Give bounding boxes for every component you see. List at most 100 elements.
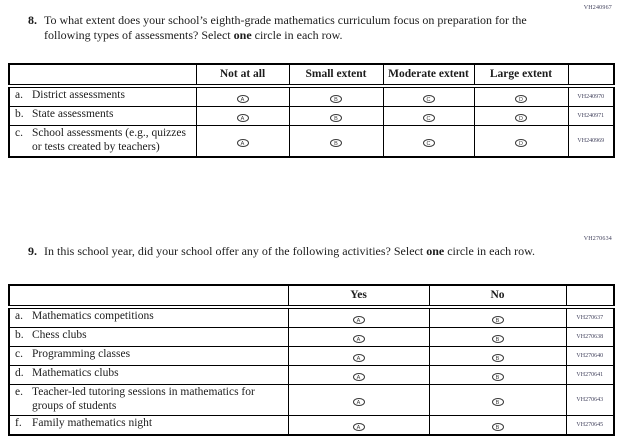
answer-cell: D: [473, 106, 569, 127]
question-9-text: In this school year, did your school off…: [44, 244, 552, 259]
table-row: a. Mathematics competitions A B VH270637: [8, 306, 615, 329]
row-label-inner: b. Chess clubs: [15, 329, 284, 343]
row-label: e. Teacher-led tutoring sessions in mathe…: [8, 384, 289, 416]
row-label-text: Chess clubs: [32, 329, 87, 342]
answer-cell: A: [195, 125, 290, 158]
answer-oval-b[interactable]: B: [491, 422, 504, 431]
question-text-segment: circle in each row.: [251, 27, 343, 42]
column-header-not-at-all: Not at all: [195, 63, 290, 89]
row-letter: d.: [15, 367, 24, 380]
answer-oval-b[interactable]: B: [330, 114, 342, 123]
table-row: d. Mathematics clubs A B VH270641: [8, 365, 615, 386]
table-row: c. School assessments (e.g., quizzes or t…: [8, 125, 615, 158]
answer-oval-a[interactable]: A: [352, 373, 365, 382]
table-row: f. Family mathematics night A B VH270645: [8, 414, 615, 436]
answer-cell: B: [428, 384, 567, 416]
answer-oval-b[interactable]: B: [491, 373, 504, 382]
row-label-text: District assessments: [32, 89, 125, 102]
answer-cell: C: [382, 106, 475, 127]
row-label: a. District assessments: [8, 85, 197, 108]
answer-oval-d[interactable]: D: [515, 95, 527, 104]
answer-oval-b[interactable]: B: [330, 95, 342, 104]
answer-oval-d[interactable]: D: [515, 114, 527, 123]
answer-oval-a[interactable]: A: [352, 354, 365, 363]
row-label: f. Family mathematics night: [8, 414, 289, 436]
answer-cell: A: [287, 384, 430, 416]
row-label: b. State assessments: [8, 106, 197, 127]
row-label-text: Mathematics competitions: [32, 310, 154, 323]
answer-cell: B: [288, 85, 384, 108]
column-header-large-extent: Large extent: [473, 63, 569, 89]
answer-oval-c[interactable]: C: [422, 95, 435, 104]
row-label: a. Mathematics competitions: [8, 306, 289, 329]
answer-cell: A: [287, 414, 430, 436]
answer-oval-a[interactable]: A: [236, 95, 249, 104]
table-row: e. Teacher-led tutoring sessions in mathe…: [8, 384, 615, 416]
question-text-bold: one: [426, 244, 445, 258]
question-8-item-code: VH240967: [583, 5, 612, 11]
row-item-code: VH270640: [565, 346, 615, 367]
answer-cell: A: [195, 85, 290, 108]
answer-cell: D: [473, 125, 569, 158]
question-8-text: To what extent does your school’s eighth…: [44, 13, 552, 42]
row-label-inner: e. Teacher-led tutoring sessions in mathe…: [15, 386, 284, 414]
answer-cell: C: [382, 125, 475, 158]
answer-oval-b[interactable]: B: [491, 316, 504, 325]
row-label: d. Mathematics clubs: [8, 365, 289, 386]
column-header-moderate-extent: Moderate extent: [382, 63, 475, 89]
question-8-table: Not at all Small extent Moderate extent …: [8, 63, 615, 158]
answer-oval-a[interactable]: A: [352, 316, 365, 325]
row-item-code: VH240971: [567, 106, 615, 127]
answer-cell: A: [287, 327, 430, 348]
row-label-inner: b. State assessments: [15, 108, 192, 122]
row-item-code: VH270641: [565, 365, 615, 386]
row-label-inner: c. School assessments (e.g., quizzes or t…: [15, 127, 192, 155]
question-text-segment: circle in each row.: [444, 244, 536, 258]
q9-code-header-cell: [565, 284, 615, 310]
row-item-code: VH270645: [565, 414, 615, 436]
question-text-bold: one: [233, 27, 252, 42]
table-row: b. State assessments A B C D VH240971: [8, 106, 615, 127]
answer-oval-b[interactable]: B: [491, 354, 504, 363]
answer-oval-a[interactable]: A: [352, 335, 365, 344]
row-label-text: Mathematics clubs: [32, 367, 119, 380]
row-label-inner: c. Programming classes: [15, 348, 284, 362]
answer-oval-a[interactable]: A: [352, 398, 365, 407]
table-row: a. District assessments A B C D VH240970: [8, 85, 615, 108]
question-9: 9. In this school year, did your school …: [28, 244, 552, 259]
row-label-text: School assessments (e.g., quizzes or tes…: [32, 127, 186, 154]
row-letter: a.: [15, 89, 23, 102]
row-label: c. Programming classes: [8, 346, 289, 367]
row-label-inner: a. District assessments: [15, 89, 192, 103]
question-text-segment: In this school year, did your school off…: [44, 244, 427, 258]
q8-empty-header-cell: [8, 63, 197, 89]
answer-cell: A: [195, 106, 290, 127]
answer-cell: B: [428, 306, 567, 329]
row-letter: f.: [15, 416, 22, 429]
answer-oval-a[interactable]: A: [236, 114, 249, 123]
column-header-no: No: [428, 284, 567, 310]
table-row: c. Programming classes A B VH270640: [8, 346, 615, 367]
q9-empty-header-cell: [8, 284, 289, 310]
answer-cell: A: [287, 306, 430, 329]
answer-oval-b[interactable]: B: [491, 335, 504, 344]
answer-oval-c[interactable]: C: [422, 139, 435, 148]
question-8-number: 8.: [28, 13, 37, 27]
question-8: 8. To what extent does your school’s eig…: [28, 13, 552, 42]
row-letter: b.: [15, 108, 24, 121]
row-label-text: Family mathematics night: [32, 416, 153, 429]
answer-oval-b[interactable]: B: [491, 398, 504, 407]
answer-oval-a[interactable]: A: [352, 422, 365, 431]
question-9-number: 9.: [28, 244, 37, 258]
answer-oval-c[interactable]: C: [422, 114, 435, 123]
row-item-code: VH270638: [565, 327, 615, 348]
answer-oval-b[interactable]: B: [330, 139, 342, 148]
table-row: b. Chess clubs A B VH270638: [8, 327, 615, 348]
answer-cell: B: [428, 346, 567, 367]
answer-oval-d[interactable]: D: [515, 139, 527, 148]
column-header-yes: Yes: [287, 284, 430, 310]
row-label: b. Chess clubs: [8, 327, 289, 348]
answer-oval-a[interactable]: A: [236, 139, 249, 148]
row-label-text: Teacher-led tutoring sessions in mathema…: [32, 386, 255, 413]
